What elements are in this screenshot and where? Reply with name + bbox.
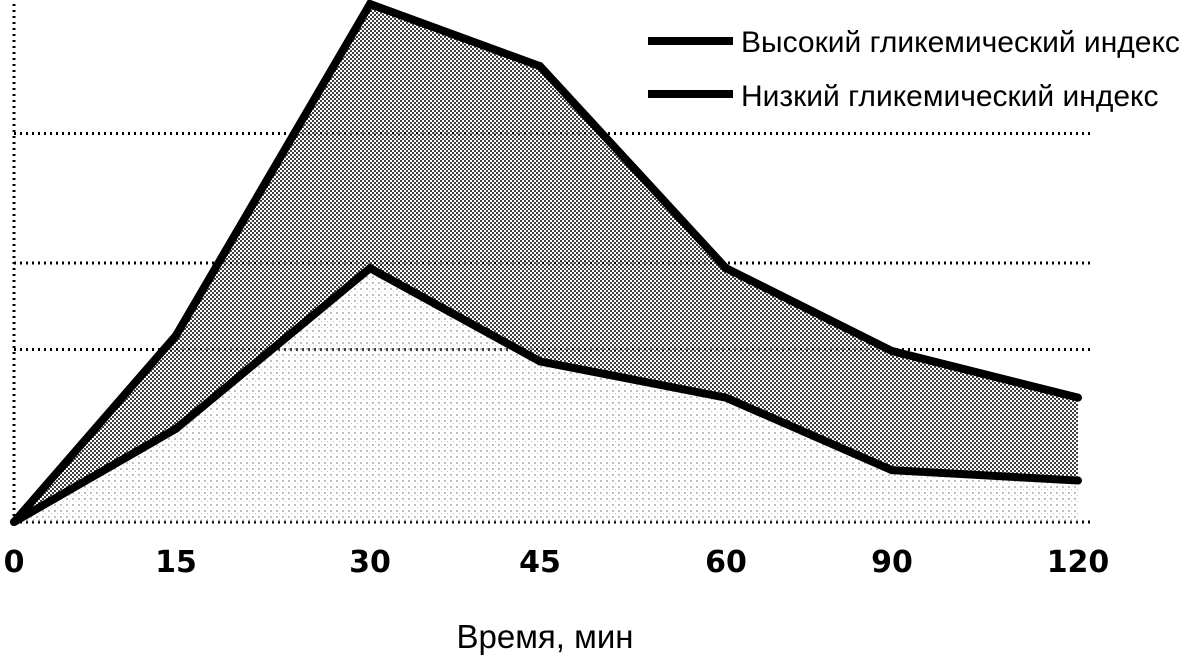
area-low-gi [14, 268, 1078, 522]
x-tick-label-120: 120 [1047, 545, 1110, 580]
x-tick-label-60: 60 [705, 545, 747, 580]
x-tick-label-15: 15 [155, 545, 197, 580]
point-low-gi-90 [888, 466, 896, 475]
point-high-gi-90 [888, 347, 896, 356]
legend-label-low: Низкий гликемический индекс [741, 80, 1159, 113]
point-low-gi-30 [366, 264, 374, 273]
grid-lines [12, 4, 1092, 524]
point-low-gi-0 [10, 518, 18, 526]
x-axis-title: Время, мин [457, 618, 634, 655]
point-high-gi-15 [172, 331, 180, 340]
series-lines [10, 0, 1082, 526]
point-high-gi-60 [722, 264, 730, 273]
legend-item-low: Низкий гликемический индекс [648, 80, 1159, 113]
point-low-gi-45 [536, 357, 544, 366]
x-tick-label-90: 90 [871, 545, 913, 580]
legend: Высокий гликемический индекс Низкий глик… [648, 26, 1180, 113]
legend-item-high: Высокий гликемический индекс [648, 26, 1180, 59]
x-tick-labels: 0 15 30 45 60 90 120 [4, 545, 1110, 580]
area-high-gi [14, 4, 1078, 522]
series-areas [14, 4, 1078, 522]
x-tick-label-45: 45 [519, 545, 561, 580]
point-low-gi-120 [1074, 476, 1082, 485]
legend-label-high: Высокий гликемический индекс [741, 26, 1180, 59]
point-low-gi-15 [172, 424, 180, 433]
x-tick-label-30: 30 [349, 545, 391, 580]
point-high-gi-45 [536, 62, 544, 71]
point-high-gi-30 [366, 0, 374, 8]
point-low-gi-60 [722, 393, 730, 402]
point-high-gi-120 [1074, 393, 1082, 402]
x-tick-label-0: 0 [4, 545, 25, 580]
